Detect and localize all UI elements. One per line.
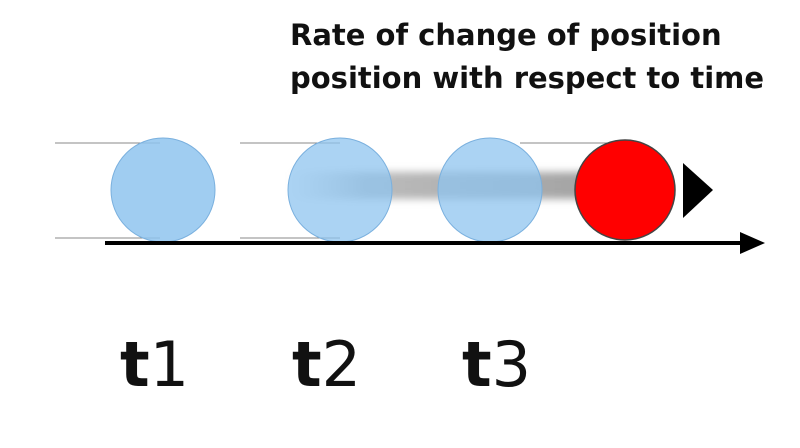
direction-arrow [683,163,713,218]
time-label: t1 [120,328,189,401]
time-label: t3 [462,328,531,401]
ball-t3 [437,137,543,243]
ball-t2 [287,137,393,243]
label-index: 1 [150,328,189,401]
ball-current [574,139,676,241]
title-line: Rate of change of position [290,18,722,52]
label-letter: t [462,328,492,401]
label-index: 2 [322,328,361,401]
title-line: position with respect to time [290,61,764,95]
label-index: 3 [492,328,531,401]
axis-arrowhead [740,232,765,254]
label-letter: t [292,328,322,401]
ball-t1 [110,137,216,243]
label-letter: t [120,328,150,401]
time-label: t2 [292,328,361,401]
